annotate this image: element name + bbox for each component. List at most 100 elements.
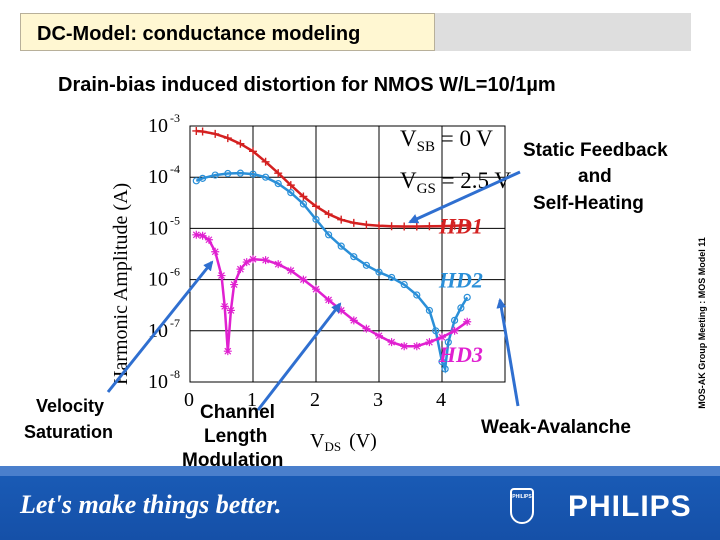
data-point-hd1	[198, 127, 207, 136]
data-point-hd2	[274, 179, 282, 188]
data-point-hd1	[425, 222, 434, 231]
data-point-hd3	[198, 231, 207, 240]
length-label: Length	[204, 426, 268, 447]
series-line-hd3	[196, 233, 468, 352]
data-point-hd1	[236, 139, 245, 148]
data-point-hd1	[286, 181, 295, 190]
data-point-hd3	[349, 316, 358, 325]
data-point-hd1	[349, 218, 358, 227]
vsb-main: V	[400, 126, 417, 151]
data-point-hd3	[286, 266, 295, 275]
data-point-hd2	[463, 293, 471, 301]
data-point-hd1	[299, 192, 308, 201]
modulation-label: Modulation	[182, 450, 284, 471]
data-point-hd1	[249, 147, 257, 156]
data-point-hd1	[362, 220, 371, 229]
data-point-hd2	[400, 280, 408, 289]
vsb-sub: SB	[417, 139, 435, 155]
footer-slogan: Let's make things better.	[20, 490, 282, 519]
x-axis-label: VDS (V)	[310, 430, 377, 454]
vsb-annotation: VSB = 0 V	[400, 126, 493, 155]
data-point-hd2	[457, 304, 465, 312]
data-point-hd2	[375, 268, 383, 276]
side-note: MOS-AK Group Meeting : MOS Model 11	[697, 237, 707, 409]
data-point-hd2	[192, 177, 200, 185]
y-tick-label: 10 -8	[148, 367, 180, 393]
data-point-hd3	[438, 333, 446, 342]
data-point-hd3	[375, 331, 383, 340]
channel-label: Channel	[200, 402, 275, 423]
data-point-hd1	[412, 222, 421, 231]
title-box: DC-Model: conductance modeling	[20, 13, 435, 51]
data-point-hd3	[425, 338, 434, 347]
data-point-hd3	[217, 271, 226, 280]
y-tick-label: 10 -4	[148, 162, 180, 188]
static-feedback-label: Static Feedback	[523, 140, 668, 161]
data-point-hd2	[262, 173, 270, 181]
data-point-hd3	[362, 324, 371, 333]
shield-text: PHILIPS	[512, 494, 532, 500]
series-label-hd2: HD2	[438, 268, 483, 293]
data-point-hd3	[220, 302, 229, 311]
x-tick-label: 4	[436, 389, 446, 411]
series-label-hd1: HD1	[438, 213, 483, 238]
data-point-hd1	[274, 169, 283, 178]
and-label: and	[578, 166, 612, 187]
data-point-hd3	[387, 338, 396, 347]
data-point-hd1	[450, 221, 459, 230]
data-point-hd2	[350, 253, 358, 261]
data-point-hd2	[236, 169, 244, 177]
vsb-value: = 0 V	[435, 126, 493, 151]
x-axis-label-unit: (V)	[349, 430, 377, 452]
data-point-hd1	[400, 222, 409, 231]
data-point-hd2	[325, 231, 333, 239]
data-point-hd3	[400, 342, 409, 351]
data-point-hd2	[388, 273, 396, 282]
data-point-hd2	[441, 365, 449, 373]
y-tick-label: 10 -6	[148, 265, 180, 291]
data-point-hd1	[387, 222, 396, 231]
data-point-hd3	[274, 260, 283, 269]
arrow-self-heating	[408, 170, 521, 224]
data-point-hd3	[324, 295, 333, 304]
philips-shield-icon: PHILIPS	[510, 488, 534, 524]
philips-logo: PHILIPS	[568, 490, 692, 523]
arrow-weak-avalanche	[496, 298, 520, 407]
data-point-hd3	[261, 256, 270, 265]
page-title: DC-Model: conductance modeling	[37, 23, 361, 45]
x-axis-label-main: V	[310, 430, 325, 452]
arrow-channel-length	[256, 302, 342, 411]
data-point-hd2	[199, 174, 207, 182]
data-point-hd1	[463, 221, 472, 230]
x-axis-label-sub: DS	[324, 439, 341, 454]
footer-bar	[0, 466, 720, 540]
data-point-hd3	[204, 235, 213, 244]
data-point-hd3	[211, 247, 220, 256]
data-point-hd1	[211, 129, 220, 138]
velocity-label: Velocity	[36, 396, 105, 416]
self-heating-label: Self-Heating	[533, 193, 644, 214]
series-label-hd3: HD3	[438, 342, 483, 367]
data-point-hd1	[312, 202, 320, 211]
data-point-hd3	[450, 326, 459, 335]
arrow-velocity-saturation	[106, 260, 214, 393]
data-point-hd2	[299, 200, 307, 208]
x-tick-label: 2	[310, 389, 320, 411]
data-point-hd2	[425, 306, 433, 315]
y-tick-label: 10 -5	[148, 213, 180, 239]
data-point-hd3	[299, 275, 308, 284]
series-layer	[192, 126, 472, 374]
data-point-hd3	[242, 258, 251, 267]
data-point-hd2	[438, 358, 446, 366]
data-point-hd3	[226, 306, 235, 315]
x-tick-label: 3	[373, 389, 383, 411]
header-bar	[435, 13, 691, 51]
x-tick-label: 0	[184, 389, 194, 411]
data-point-hd2	[444, 338, 452, 346]
data-point-hd1	[223, 134, 232, 143]
vgs-main: V	[400, 168, 417, 193]
vgs-annotation: VGS = 2.5 V	[400, 168, 511, 197]
footer-wave	[0, 466, 720, 476]
